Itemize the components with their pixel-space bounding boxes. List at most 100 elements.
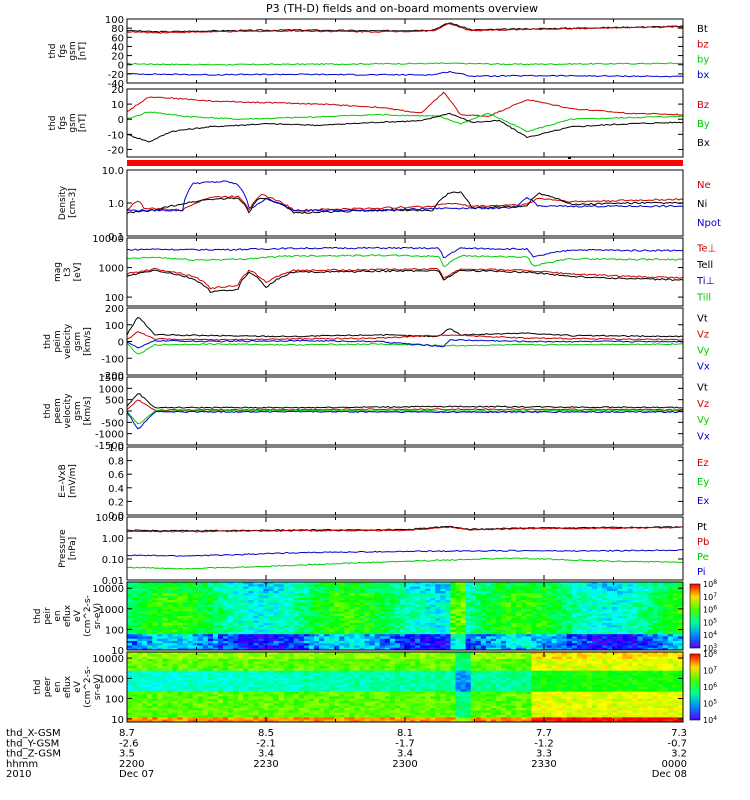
spectrogram-cell	[263, 663, 270, 667]
spectrogram-cell	[586, 591, 593, 594]
spectrogram-cell	[298, 647, 305, 650]
spectrogram-cell	[137, 604, 143, 608]
spectrogram-cell	[202, 705, 209, 709]
spectrogram-cell	[374, 618, 381, 622]
spectrogram-cell	[303, 643, 310, 647]
spectrogram-cell	[314, 618, 320, 622]
spectrogram-cell	[278, 602, 285, 606]
spectrogram-cell	[238, 602, 244, 606]
spectrogram-cell	[541, 586, 548, 590]
spectrogram-cell	[167, 643, 174, 647]
spectrogram-cell	[278, 698, 285, 702]
spectrogram-cell	[207, 687, 214, 690]
spectrogram-cell	[420, 634, 426, 637]
spectrogram-cell	[298, 602, 305, 606]
spectrogram-cell	[228, 689, 234, 693]
spectrogram-cell	[202, 622, 209, 626]
spectrogram-cell	[455, 643, 462, 647]
spectrogram-cell	[283, 609, 290, 613]
spectrogram-cell	[243, 597, 249, 601]
spectrogram-cell	[238, 606, 244, 610]
spectrogram-cell	[546, 625, 553, 628]
spectrogram-cell	[602, 584, 608, 588]
spectrogram-cell	[197, 606, 204, 610]
spectrogram-cell	[501, 584, 507, 588]
spectrogram-cell	[319, 604, 325, 608]
spectrogram-cell	[127, 652, 133, 655]
spectrogram-cell	[556, 616, 563, 619]
spectrogram-cell	[238, 663, 244, 667]
spectrogram-cell	[223, 715, 229, 718]
spectrogram-cell	[238, 625, 244, 628]
spectrogram-cell	[263, 691, 270, 695]
colorbar	[689, 583, 701, 649]
spectrogram-cell	[288, 616, 295, 619]
spectrogram-cell	[142, 613, 148, 617]
spectrogram-cell	[152, 611, 158, 615]
spectrogram-cell	[228, 602, 234, 606]
spectrogram-cell	[516, 606, 522, 610]
spectrogram-cell	[506, 618, 512, 622]
spectrogram-cell	[460, 602, 467, 606]
spectrogram-cell	[288, 604, 295, 608]
spectrogram-cell	[374, 600, 381, 603]
spectrogram-cell	[278, 604, 285, 608]
spectrogram-cell	[319, 705, 325, 709]
spectrogram-cell	[415, 640, 421, 644]
legend-entry: Pt	[697, 522, 707, 533]
spectrogram-cell	[162, 625, 169, 628]
spectrogram-cell	[571, 636, 578, 640]
spectrogram-cell	[430, 618, 436, 622]
spectrogram-cell	[142, 602, 148, 606]
spectrogram-cell	[253, 698, 260, 702]
spectrogram-cell	[228, 691, 234, 695]
spectrogram-cell	[495, 645, 502, 649]
spectrogram-cell	[344, 609, 350, 613]
spectrogram-cell	[223, 629, 229, 633]
spectrogram-cell	[450, 622, 457, 626]
spectrogram-cell	[622, 636, 628, 640]
spectrogram-cell	[581, 597, 588, 601]
spectrogram-cell	[197, 687, 204, 690]
spectrogram-cell	[667, 604, 674, 608]
spectrogram-cell	[652, 588, 659, 592]
spectrogram-cell	[521, 606, 527, 610]
spectrogram-cell	[319, 712, 325, 716]
spectrogram-cell	[233, 618, 239, 622]
spectrogram-cell	[132, 703, 138, 707]
spectrogram-cell	[238, 677, 244, 681]
spectrogram-cell	[465, 634, 472, 637]
spectrogram-cell	[228, 604, 234, 608]
spectrogram-cell	[177, 708, 184, 711]
spectrogram-cell	[324, 656, 330, 660]
series-line	[127, 23, 683, 34]
spectrogram-cell	[137, 708, 143, 711]
spectrogram-cell	[172, 663, 179, 667]
spectrogram-cell	[157, 701, 163, 704]
spectrogram-cell	[172, 719, 179, 722]
spectrogram-cell	[268, 698, 275, 702]
spectrogram-cell	[238, 687, 244, 690]
spectrogram-cell	[379, 609, 386, 613]
spectrogram-cell	[248, 634, 254, 637]
spectrogram-cell	[485, 616, 492, 619]
spectrogram-cell	[359, 584, 366, 588]
spectrogram-cell	[480, 629, 487, 633]
spectrogram-cell	[602, 627, 608, 631]
spectrogram-cell	[278, 680, 285, 683]
spectrogram-cell	[314, 640, 320, 644]
spectrogram-cell	[592, 629, 598, 633]
spectrogram-cell	[612, 627, 618, 631]
spectrogram-cell	[349, 616, 356, 619]
spectrogram-cell	[258, 602, 265, 606]
spectrogram-cell	[228, 701, 234, 704]
spectrogram-cell	[551, 627, 558, 631]
spectrogram-cell	[258, 691, 265, 695]
spectrogram-cell	[480, 616, 487, 619]
spectrogram-cell	[566, 593, 573, 597]
spectrogram-cell	[531, 604, 538, 608]
spectrogram-cell	[511, 645, 517, 649]
spectrogram-cell	[293, 687, 300, 690]
spectrogram-cell	[223, 717, 229, 721]
spectrogram-cell	[440, 647, 447, 650]
